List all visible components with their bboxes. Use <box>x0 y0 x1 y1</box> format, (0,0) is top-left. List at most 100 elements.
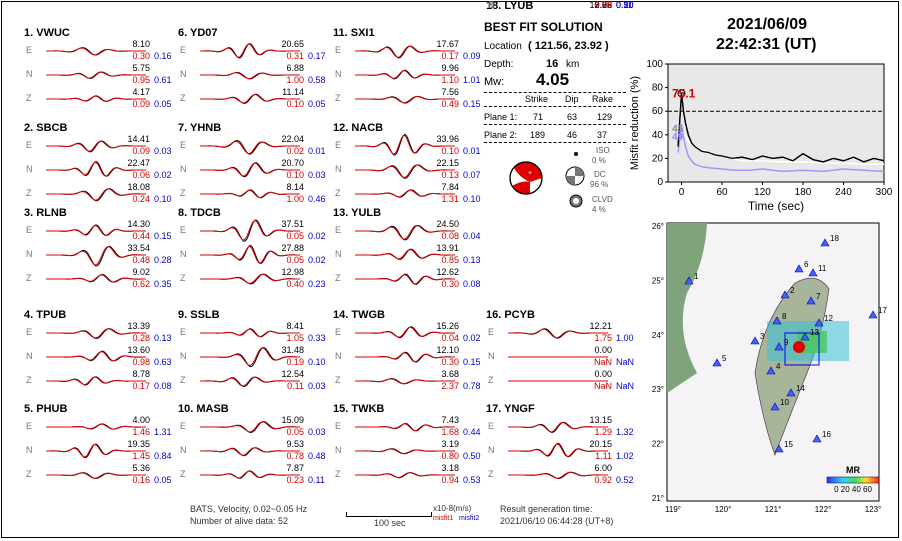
station-marker <box>750 336 760 345</box>
lat-tick-label: 24° <box>652 331 664 340</box>
misfit2-value: 0.08 <box>463 279 481 289</box>
component-label: E <box>335 45 342 55</box>
misfit2-value: 0.03 <box>154 146 172 156</box>
misfit1-value: 0.08 <box>441 231 459 241</box>
misfit2-value: 0.02 <box>308 255 326 265</box>
svg-text:+: + <box>528 170 532 177</box>
station-number: 7 <box>816 292 821 301</box>
clvd-value: 4 % <box>592 205 606 214</box>
station-marker <box>766 366 776 375</box>
synthetic-trace <box>200 328 300 338</box>
synthetic-trace <box>355 134 455 155</box>
component-label: Z <box>180 469 186 479</box>
iso-icon <box>574 152 578 156</box>
station-marker <box>780 290 790 299</box>
station-name: 7. YHNB <box>178 122 222 134</box>
event-date: 2021/06/09 <box>727 16 808 33</box>
lat-tick-label: 23° <box>652 385 664 394</box>
misfit1-value: 0.10 <box>286 170 304 180</box>
best-fit-title: BEST FIT SOLUTION <box>484 20 603 34</box>
lat-tick-label: 26° <box>652 222 664 231</box>
iso-label: ISO <box>596 146 610 155</box>
amplitude-value: 13.15 <box>589 415 612 425</box>
component-label: N <box>488 0 495 10</box>
misfit2-value: 0.20 <box>616 0 634 10</box>
misfit1-value: 0.44 <box>132 231 150 241</box>
amplitude-value: 20.15 <box>589 439 612 449</box>
component-label: Z <box>335 469 341 479</box>
amplitude-value: 22.47 <box>127 158 150 168</box>
amplitude-value: 7.84 <box>441 182 459 192</box>
blue-value-label: 49 <box>672 132 684 143</box>
x-tick-label: 120 <box>754 187 771 198</box>
misfit2-value: 0.53 <box>463 475 481 485</box>
amplitude-value: 15.26 <box>436 321 459 331</box>
amplitude-value: 37.51 <box>281 219 304 229</box>
synthetic-trace <box>46 328 146 339</box>
station-name: 13. YULB <box>333 207 382 219</box>
synthetic-trace <box>200 470 300 479</box>
plot-area <box>667 63 885 183</box>
station-number: 18 <box>830 234 839 243</box>
misfit1-value: 0.31 <box>286 51 304 61</box>
synthetic-trace <box>46 376 146 386</box>
misfit2-value: 0.78 <box>463 381 481 391</box>
misfit2-label: misfit2 <box>459 515 480 522</box>
misfit1-value: 0.16 <box>132 475 150 485</box>
station-name: 8. TDCB <box>178 207 221 219</box>
misfit1-value: 0.28 <box>132 333 150 343</box>
mr-series-line <box>677 124 885 173</box>
component-label: Z <box>335 188 341 198</box>
misfit2-value: 0.01 <box>308 146 326 156</box>
station-name: 1. VWUC <box>24 27 70 39</box>
component-label: Z <box>488 375 494 385</box>
station-name: 16. PCYB <box>486 309 535 321</box>
synthetic-trace <box>355 164 455 178</box>
synthetic-trace <box>355 423 455 432</box>
amplitude-value: 19.35 <box>127 439 150 449</box>
station-marker <box>774 444 784 453</box>
misfit1-value: 0.17 <box>441 51 459 61</box>
synthetic-trace <box>355 472 455 479</box>
component-label: Z <box>335 273 341 283</box>
amplitude-value: 4.00 <box>132 415 150 425</box>
amplitude-value: 3.18 <box>441 463 459 473</box>
component-label: N <box>180 445 187 455</box>
component-label: N <box>26 351 33 361</box>
station-name: 14. TWGB <box>333 309 385 321</box>
misfit2-value: 0.02 <box>463 333 481 343</box>
misfit1-value: 0.78 <box>286 451 304 461</box>
component-label: N <box>26 164 33 174</box>
misfit2-value: 0.05 <box>154 99 172 109</box>
station-name: 10. MASB <box>178 403 229 415</box>
synthetic-trace <box>46 246 146 266</box>
component-label: Z <box>26 273 32 283</box>
component-label: N <box>335 249 342 259</box>
misfit2-value: 0.01 <box>463 146 481 156</box>
plane-table-separator-4 <box>484 142 626 143</box>
station-marker <box>808 268 818 277</box>
synthetic-trace <box>355 274 455 285</box>
misfit2-value: 1.00 <box>616 333 634 343</box>
footer-filter: BATS, Velocity, 0.02~0.05 Hz <box>190 504 307 514</box>
amplitude-value: 9.96 <box>441 63 459 73</box>
misfit2-value: 0.05 <box>154 475 172 485</box>
amplitude-value: 12.21 <box>589 321 612 331</box>
misfit1-value: 1.05 <box>286 333 304 343</box>
misfit2-value: 0.84 <box>154 451 172 461</box>
station-number: 11 <box>818 264 827 273</box>
station-number: 3 <box>760 332 765 341</box>
component-label: E <box>180 225 187 235</box>
amplitude-value: 9.02 <box>132 267 150 277</box>
station-name: 12. NACB <box>333 122 384 134</box>
component-label: E <box>488 421 495 431</box>
amplitude-value: 7.87 <box>286 463 304 473</box>
plane1-strike: 71 <box>533 112 544 122</box>
misfit2-value: 0.63 <box>154 357 172 367</box>
component-label: N <box>26 445 33 455</box>
y-tick-label: 20 <box>652 153 664 164</box>
component-label: Z <box>26 188 32 198</box>
misfit2-value: 0.28 <box>154 255 172 265</box>
component-label: N <box>180 69 187 79</box>
